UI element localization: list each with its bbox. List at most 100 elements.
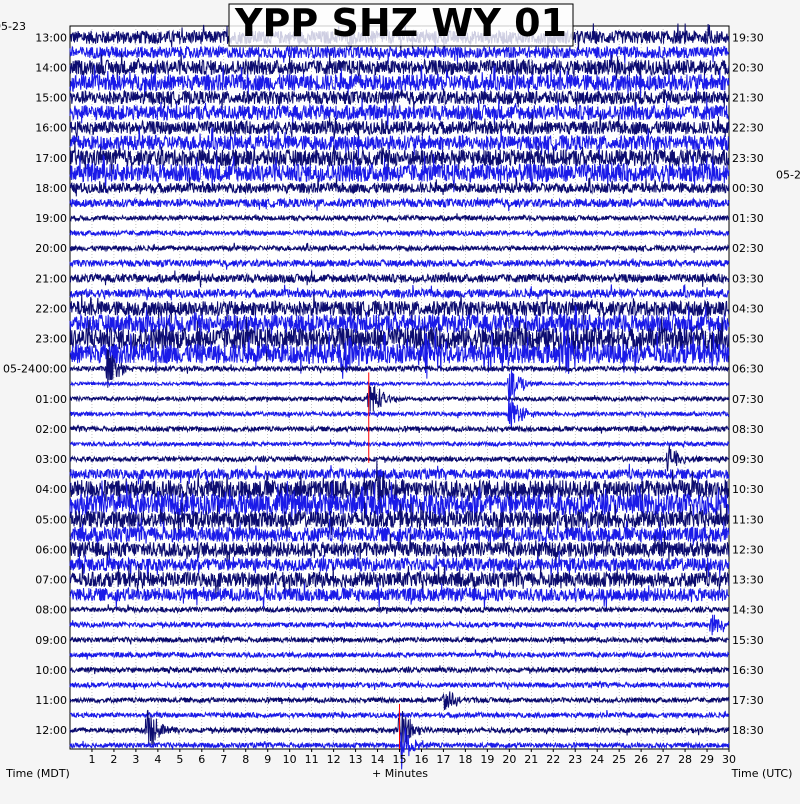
left-hour-label: 07:00 [35, 574, 67, 587]
seismic-trace [69, 665, 730, 675]
right-hour-label: 19:30 [732, 31, 764, 44]
seismic-trace [69, 563, 730, 596]
left-hour-label: 04:00 [35, 483, 67, 496]
left-hour-label: 17:00 [35, 152, 67, 165]
left-hour-label: 05:00 [35, 513, 67, 526]
x-tick-label: 22 [546, 753, 560, 766]
right-hour-label: 23:30 [732, 152, 764, 165]
x-tick-label: 19 [480, 753, 494, 766]
chart-title-box: YPP SHZ WY 01 [228, 1, 574, 47]
x-tick-label: 11 [305, 753, 319, 766]
x-tick-label: 8 [242, 753, 249, 766]
seismic-trace [69, 88, 729, 113]
right-hour-labels: 19:30 20:30 21:30 22:30 23:30 00:30 01:30 02:30… [732, 31, 800, 737]
left-hour-label: 03:00 [35, 453, 67, 466]
left-hour-label: 20:00 [35, 242, 67, 255]
seismic-trace [69, 396, 730, 431]
left-hour-label: 00:00 [35, 363, 67, 376]
x-tick-label: 10 [283, 753, 297, 766]
seismic-trace [69, 680, 730, 691]
left-hour-label: 12:00 [35, 724, 67, 737]
right-hour-label: 08:30 [732, 423, 764, 436]
seismic-trace [69, 460, 730, 514]
left-hour-label: 19:00 [35, 212, 67, 225]
right-hour-label: 13:30 [732, 574, 764, 587]
left-hour-label: 22:00 [35, 302, 67, 315]
left-hour-label: 01:00 [35, 393, 67, 406]
right-hour-label: 05:30 [732, 333, 764, 346]
x-axis-title: + Minutes [372, 767, 428, 780]
x-tick-label: 25 [612, 753, 626, 766]
right-hour-label: 18:30 [732, 724, 764, 737]
x-tick-label: 20 [502, 753, 516, 766]
seismic-trace [69, 270, 730, 288]
seismic-trace [69, 293, 730, 325]
x-tick-label: 24 [590, 753, 604, 766]
seismic-trace [69, 649, 730, 660]
x-tick-label: 23 [568, 753, 582, 766]
seismic-trace [69, 445, 729, 472]
seismic-trace [69, 385, 730, 412]
seismic-trace [69, 582, 730, 610]
seismic-trace [69, 370, 730, 403]
right-hour-label: 01:30 [732, 212, 764, 225]
seismic-trace [69, 196, 730, 212]
left-hour-label: 08:00 [35, 604, 67, 617]
x-tick-label: 27 [656, 753, 670, 766]
left-hour-label: 13:00 [35, 31, 67, 44]
seismic-trace [69, 439, 730, 449]
x-tick-label: 15 [393, 753, 407, 766]
left-hour-labels: 13:00 14:00 15:00 16:00 17:00 18:00 19:00 20:00… [0, 20, 67, 737]
right-hour-label: 02:30 [732, 242, 764, 255]
seismic-trace [69, 463, 730, 485]
right-hour-label: 07:30 [732, 393, 764, 406]
x-tick-label: 18 [458, 753, 472, 766]
left-hour-label: 11:00 [35, 694, 67, 707]
chart-title: YPP SHZ WY 01 [234, 1, 567, 45]
seismic-trace [69, 177, 730, 197]
seismic-trace [69, 213, 730, 223]
x-axis-ticks: 1 2 3 4 5 6 7 8 9 10 11 12 13 14 15 16 17 18 19 20 21 22 23 24 2… [88, 749, 736, 766]
seismic-trace [69, 257, 730, 270]
x-tick-label: 7 [220, 753, 227, 766]
left-hour-label: 02:00 [35, 423, 67, 436]
right-hour-label: 03:30 [732, 272, 764, 285]
seismic-trace [69, 53, 730, 84]
right-hour-label: 00:30 [732, 182, 764, 195]
left-hour-label: 09:00 [35, 634, 67, 647]
x-tick-label: 9 [264, 753, 271, 766]
seismic-trace [69, 533, 730, 566]
x-tick-label: 4 [154, 753, 161, 766]
x-tick-label: 6 [198, 753, 205, 766]
seismic-trace [69, 349, 730, 388]
seismic-trace [69, 614, 730, 636]
left-hour-label: 06:00 [35, 543, 67, 556]
left-date-label: 05-24 [3, 363, 35, 376]
seismic-trace [69, 691, 730, 711]
x-tick-label: 2 [110, 753, 117, 766]
x-tick-label: 12 [327, 753, 341, 766]
right-date-label: 05-2 [776, 169, 800, 182]
right-hour-label: 10:30 [732, 483, 764, 496]
right-axis-title: Time (UTC) [731, 767, 793, 780]
right-hour-label: 22:30 [732, 122, 764, 135]
seismic-trace [69, 228, 730, 238]
seismic-trace [69, 517, 730, 551]
x-tick-label: 30 [722, 753, 736, 766]
x-tick-label: 26 [634, 753, 648, 766]
x-tick-label: 21 [524, 753, 538, 766]
event-markers [368, 372, 400, 749]
seismic-trace [69, 480, 730, 528]
left-hour-label: 23:00 [35, 333, 67, 346]
left-hour-label: 16:00 [35, 122, 67, 135]
right-hour-label: 15:30 [732, 634, 764, 647]
seismic-trace [69, 424, 730, 434]
x-tick-label: 5 [176, 753, 183, 766]
seismic-trace [69, 550, 730, 578]
x-tick-label: 29 [700, 753, 714, 766]
x-tick-label: 17 [436, 753, 450, 766]
seismic-trace [69, 501, 730, 538]
seismic-trace [69, 305, 730, 344]
